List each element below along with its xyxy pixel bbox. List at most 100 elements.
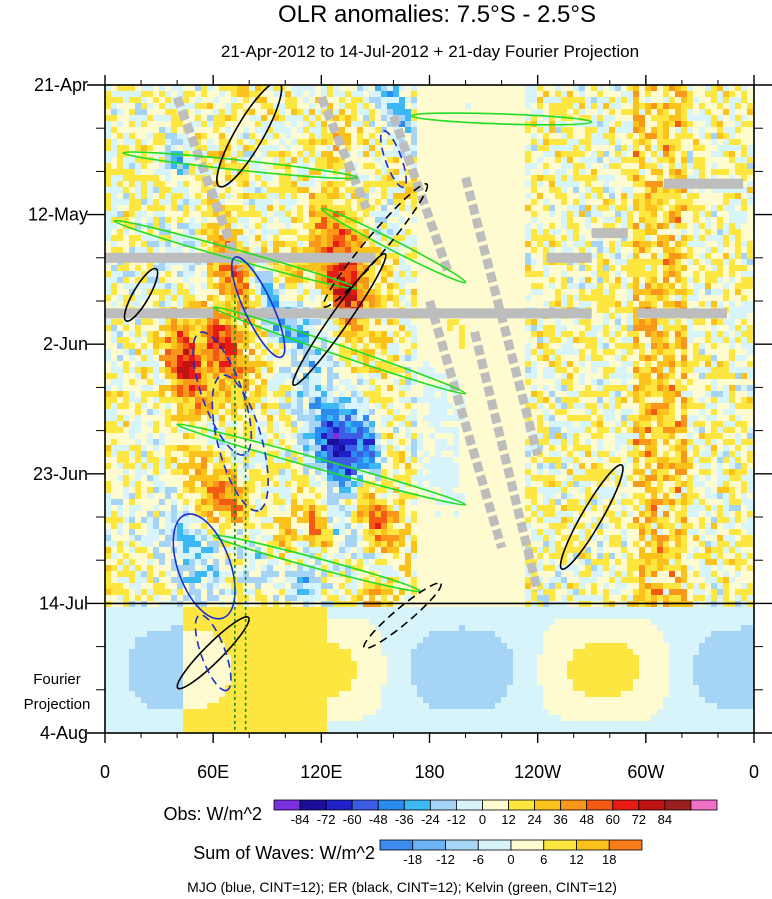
anomaly-cell: [291, 175, 297, 181]
anomaly-cell: [237, 373, 243, 379]
anomaly-cell: [177, 661, 183, 667]
anomaly-cell: [243, 703, 249, 709]
anomaly-cell: [405, 433, 411, 439]
anomaly-cell: [315, 367, 321, 373]
anomaly-cell: [405, 205, 411, 211]
anomaly-cell: [219, 85, 225, 91]
anomaly-cell: [363, 145, 369, 151]
anomaly-cell: [141, 517, 147, 523]
anomaly-cell: [279, 529, 285, 535]
anomaly-cell: [105, 721, 111, 727]
anomaly-cell: [303, 685, 309, 691]
anomaly-cell: [165, 619, 171, 625]
anomaly-cell: [315, 355, 321, 361]
anomaly-cell: [183, 325, 189, 331]
anomaly-cell: [237, 589, 243, 595]
anomaly-cell: [123, 157, 129, 163]
anomaly-cell: [309, 667, 315, 673]
anomaly-cell: [105, 283, 111, 289]
anomaly-cell: [237, 85, 243, 91]
anomaly-cell: [321, 385, 327, 391]
anomaly-cell: [105, 667, 111, 673]
anomaly-cell: [339, 481, 345, 487]
anomaly-cell: [345, 421, 351, 427]
anomaly-cell: [195, 463, 201, 469]
anomaly-cell: [201, 619, 207, 625]
anomaly-cell: [273, 349, 279, 355]
anomaly-cell: [537, 349, 543, 355]
anomaly-cell: [129, 193, 135, 199]
anomaly-cell: [327, 367, 333, 373]
anomaly-cell: [225, 343, 231, 349]
anomaly-cell: [423, 637, 429, 643]
anomaly-cell: [267, 103, 273, 109]
anomaly-cell: [471, 625, 477, 631]
anomaly-cell: [363, 577, 369, 583]
anomaly-cell: [375, 217, 381, 223]
anomaly-cell: [315, 193, 321, 199]
anomaly-cell: [195, 409, 201, 415]
anomaly-cell: [381, 109, 387, 115]
anomaly-cell: [273, 673, 279, 679]
anomaly-cell: [213, 577, 219, 583]
anomaly-cell: [261, 685, 267, 691]
anomaly-cell: [117, 271, 123, 277]
anomaly-cell: [213, 709, 219, 715]
anomaly-cell: [333, 499, 339, 505]
anomaly-cell: [279, 709, 285, 715]
anomaly-cell: [171, 295, 177, 301]
anomaly-cell: [279, 727, 285, 733]
anomaly-cell: [159, 379, 165, 385]
anomaly-cell: [165, 103, 171, 109]
anomaly-cell: [225, 331, 231, 337]
anomaly-cell: [207, 445, 213, 451]
anomaly-cell: [315, 613, 321, 619]
anomaly-cell: [339, 439, 345, 445]
anomaly-cell: [273, 91, 279, 97]
anomaly-cell: [255, 367, 261, 373]
anomaly-cell: [153, 139, 159, 145]
anomaly-cell: [201, 457, 207, 463]
anomaly-cell: [291, 499, 297, 505]
anomaly-cell: [339, 469, 345, 475]
anomaly-cell: [129, 685, 135, 691]
anomaly-cell: [537, 127, 543, 133]
anomaly-cell: [201, 529, 207, 535]
anomaly-cell: [315, 433, 321, 439]
anomaly-cell: [309, 409, 315, 415]
anomaly-cell: [513, 691, 519, 697]
anomaly-cell: [387, 187, 393, 193]
anomaly-cell: [537, 535, 543, 541]
anomaly-cell: [177, 709, 183, 715]
anomaly-cell: [255, 673, 261, 679]
anomaly-cell: [339, 169, 345, 175]
anomaly-cell: [441, 607, 447, 613]
anomaly-cell: [177, 139, 183, 145]
anomaly-cell: [399, 541, 405, 547]
anomaly-cell: [357, 235, 363, 241]
anomaly-cell: [327, 217, 333, 223]
anomaly-cell: [159, 571, 165, 577]
anomaly-cell: [189, 295, 195, 301]
anomaly-cell: [495, 643, 501, 649]
anomaly-cell: [177, 397, 183, 403]
anomaly-cell: [267, 415, 273, 421]
anomaly-cell: [315, 679, 321, 685]
anomaly-cell: [351, 265, 357, 271]
anomaly-cell: [135, 583, 141, 589]
anomaly-cell: [213, 415, 219, 421]
anomaly-cell: [303, 577, 309, 583]
anomaly-cell: [129, 235, 135, 241]
anomaly-cell: [387, 109, 393, 115]
anomaly-cell: [435, 691, 441, 697]
anomaly-cell: [201, 301, 207, 307]
anomaly-cell: [381, 169, 387, 175]
anomaly-cell: [321, 661, 327, 667]
anomaly-cell: [495, 697, 501, 703]
anomaly-cell: [105, 427, 111, 433]
anomaly-cell: [423, 649, 429, 655]
anomaly-cell: [471, 673, 477, 679]
anomaly-cell: [249, 613, 255, 619]
anomaly-cell: [273, 721, 279, 727]
